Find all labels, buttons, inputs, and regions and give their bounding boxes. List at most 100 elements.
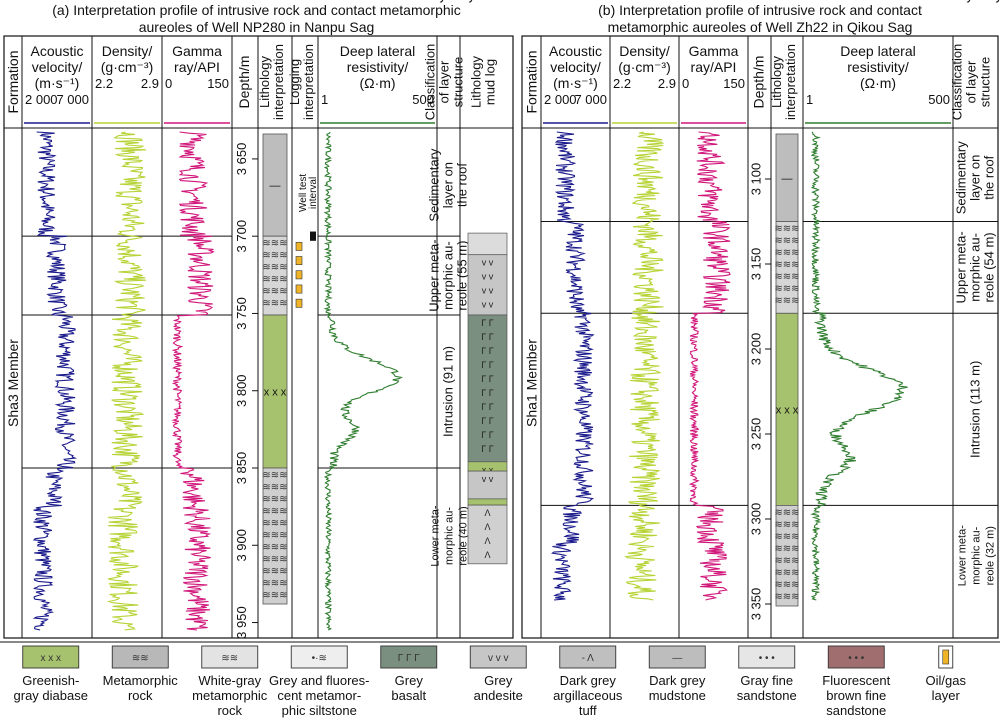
mudlog-symbol: Λ [484,508,490,518]
metamorphic-symbol: ≋≋≋ [774,236,799,247]
metamorphic-symbol: ≋≋≋ [262,286,287,297]
depth-tick-label: 3 900 [234,529,249,562]
acoustic-header-text: Acoustic [549,43,602,59]
depth-tick-label: 3 300 [749,503,764,536]
mudlog-block [467,498,508,506]
metamorphic-symbol: ≋≋≋ [774,579,799,590]
logging-header: Logging [287,59,302,105]
metamorphic-symbol: ≋≋≋ [262,530,287,541]
legend-swatch-basalt [380,645,438,669]
mudlog-block [467,470,508,500]
classification-header: Classification [423,44,438,121]
classification-header: of layer [437,60,452,103]
resistivity-scale-min: 1 [806,92,813,107]
classification-header: Classification [950,44,965,121]
gamma-ray-curve [171,131,215,631]
mudstone-symbol: — [270,180,281,192]
legend-swatch-white-metamorphic [201,645,259,669]
legend-label-line: Metamorphic [102,673,178,688]
depth-tick-label: 3 650 [234,143,249,176]
legend-label-line: Oil/gas [925,673,966,688]
depth-tick-label: 3 950 [234,606,249,639]
zone-label-floor: the floor [443,0,491,3]
metamorphic-symbol: ≋≋≋ [262,238,287,249]
oil-gas-layer [295,256,303,266]
lithology-block [262,314,288,469]
legend-label-line: rock [217,703,243,718]
classification-header: structure [451,57,466,108]
gamma-scale-min: 0 [682,76,689,91]
depth-header: Depth/m [236,56,252,109]
legend-label-line: cent metamor- [277,688,362,703]
zone-label-lower: reole (32 m) [985,526,997,585]
metamorphic-symbol: ≋≋≋ [774,296,799,307]
metamorphic-symbol: ≋≋≋ [774,260,799,271]
legend-symbol-white-metamorphic: ≋≋ [221,653,238,664]
depth-tick-label: 3 700 [234,220,249,253]
oil-gas-layer [295,270,303,280]
legend-label-line: Greenish- [22,673,80,688]
resistivity-scale-min: 1 [321,92,328,107]
mudlog-symbol: Γ Γ [481,416,493,426]
depth-tick-label: 3 750 [234,297,249,330]
panel-a-title: (a) Interpretation profile of intrusive … [4,2,509,36]
gamma-header-text: ray/API [174,59,220,75]
legend-label-oilgas: Oil/gas layer [894,673,998,703]
legend-label-line: layer [931,688,960,703]
mudstone-symbol: — [782,173,793,185]
density-scale-max: 2.9 [658,76,676,91]
acoustic-velocity-curve [32,131,78,631]
mudlog-symbol: Λ [484,522,490,532]
depth-tick-label: 3 200 [749,333,764,366]
density-curve [624,131,665,601]
zone-label-intrusion: Intrusion (113 m) [968,361,983,458]
density-header-text: (g·cm⁻³) [101,59,154,75]
resistivity-header-text: Deep lateral [340,43,416,59]
zone-label-lower: reole (40 m) [458,506,470,565]
zone-label-floor: layer on [429,0,475,3]
lithology-header: Lithology [769,55,784,108]
mudlog-symbol: v v [482,300,494,310]
legend-label-line: Dark grey [649,673,706,688]
acoustic-header-text: velocity/ [550,59,601,75]
legend-label-line: gray diabase [13,688,88,703]
panel-b-title: (b) Interpretation profile of intrusive … [522,2,998,36]
formation-header: Formation [524,50,540,113]
mudlog-symbol: v v [482,286,494,296]
panel-frame [521,35,999,639]
density-curve [106,131,147,631]
resistivity-scale-max: 500 [928,92,950,107]
legend-swatch-andesite [469,645,527,669]
panel-a-title-line-1: (a) Interpretation profile of intrusive … [52,2,461,18]
depth-tick-label: 3 250 [749,418,764,451]
mudlog-block [467,504,508,565]
legend-label-brown-sandstone: Fluorescent brown fine sandstone [804,673,908,718]
legend-label-siltstone: Grey and fluores-cent metamor-phic silts… [267,673,371,718]
resistivity-header-text: (Ω·m) [359,75,395,91]
gamma-scale-max: 150 [723,76,745,91]
metamorphic-symbol: ≋≋≋ [774,555,799,566]
well-test-label: interval [308,177,319,209]
legend-symbol-metamorphic: ≋≋ [132,653,149,664]
acoustic-header-text: (m·s⁻¹) [35,75,80,91]
legend-swatch-tuff [559,645,617,669]
resistivity-curve [323,131,403,631]
oil-gas-layer [295,241,303,251]
metamorphic-symbol: ≋≋≋ [262,470,287,481]
metamorphic-symbol: ≋≋≋ [774,284,799,295]
density-header-text: (g·cm⁻³) [618,59,671,75]
legend-label-line: metamorphic [192,688,268,703]
classification-header: structure [978,57,993,108]
metamorphic-symbol: ≋≋≋ [262,590,287,601]
legend-label-line: Grey [394,673,423,688]
logging-header: interpretation [301,44,316,120]
mudlog-symbol: Λ [484,550,490,560]
zone-label-lower: morphic au- [444,507,456,565]
resistivity-header-text: (Ω·m) [860,75,896,91]
formation-header: Formation [5,50,21,113]
depth-tick-label: 3 150 [749,248,764,281]
metamorphic-symbol: ≋≋≋ [262,566,287,577]
acoustic-header-text: (m·s⁻¹) [553,75,598,91]
diabase-symbol: x x x [776,404,799,416]
density-scale-max: 2.9 [141,76,159,91]
